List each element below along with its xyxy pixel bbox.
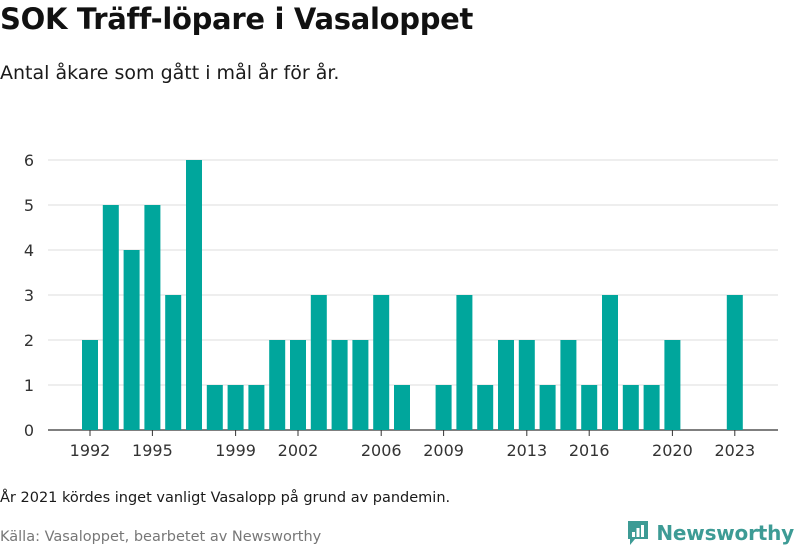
bar-2014 — [539, 385, 556, 430]
bar-2009 — [435, 385, 452, 430]
x-tick-label-2016: 2016 — [569, 441, 610, 460]
bar-2017 — [602, 295, 618, 430]
bar-2020 — [664, 340, 681, 430]
bar-2005 — [352, 340, 369, 430]
x-axis-ticks: 1992 1995 1999 2002 2006 2009 2013 2016 2020 2023 — [70, 430, 755, 460]
bar-2012 — [498, 340, 514, 430]
chart-subtitle: Antal åkare som gått i mål år för år. — [0, 62, 340, 84]
x-tick-label-2013: 2013 — [506, 441, 547, 460]
newsworthy-logo-icon — [628, 521, 649, 545]
chart-source: Källa: Vasaloppet, bearbetet av Newswort… — [0, 529, 322, 545]
y-tick-label-5: 5 — [24, 196, 34, 215]
bar-2007 — [394, 385, 410, 430]
x-tick-label-2009: 2009 — [423, 441, 464, 460]
bar-2010 — [456, 295, 473, 430]
bar-1995 — [144, 205, 161, 430]
bar-2001 — [269, 340, 286, 430]
y-tick-label-2: 2 — [24, 331, 34, 350]
bar-2002 — [290, 340, 306, 430]
bar-2011 — [477, 385, 494, 430]
bar-1998 — [206, 385, 223, 430]
x-tick-label-2020: 2020 — [652, 441, 693, 460]
x-tick-label-2002: 2002 — [278, 441, 319, 460]
chart-title: SOK Träff-löpare i Vasaloppet — [0, 2, 474, 36]
bar-1992 — [82, 340, 98, 430]
bar-1993 — [102, 205, 119, 430]
y-tick-label-6: 6 — [24, 151, 34, 170]
bars — [82, 160, 743, 430]
chart-note: År 2021 kördes inget vanligt Vasalopp på… — [0, 490, 451, 506]
bar-2006 — [373, 295, 390, 430]
newsworthy-logo: Newsworthy — [626, 519, 794, 547]
x-tick-label-1995: 1995 — [132, 441, 173, 460]
bar-2018 — [622, 385, 639, 430]
bar-2019 — [643, 385, 660, 430]
bar-1994 — [123, 250, 140, 430]
x-tick-label-1999: 1999 — [215, 441, 256, 460]
bar-2003 — [310, 295, 327, 430]
bar-2000 — [248, 385, 265, 430]
y-axis-ticks: 0 1 2 3 4 5 6 — [24, 151, 34, 440]
bar-chart: 0 1 2 3 4 5 6 1992 1995 1999 2002 2006 2009 2013 2016… — [24, 151, 778, 460]
bar-2004 — [331, 340, 348, 430]
bar-1997 — [186, 160, 202, 430]
bar-1996 — [165, 295, 182, 430]
x-tick-label-1992: 1992 — [70, 441, 111, 460]
x-tick-label-2023: 2023 — [714, 441, 755, 460]
bar-2023 — [726, 295, 743, 430]
y-tick-label-0: 0 — [24, 421, 34, 440]
y-tick-label-1: 1 — [24, 376, 34, 395]
bar-1999 — [227, 385, 244, 430]
y-tick-label-3: 3 — [24, 286, 34, 305]
logo-text: Newsworthy — [656, 521, 794, 545]
bar-2013 — [518, 340, 535, 430]
y-tick-label-4: 4 — [24, 241, 34, 260]
bar-2015 — [560, 340, 577, 430]
bar-2016 — [581, 385, 598, 430]
x-tick-label-2006: 2006 — [361, 441, 402, 460]
